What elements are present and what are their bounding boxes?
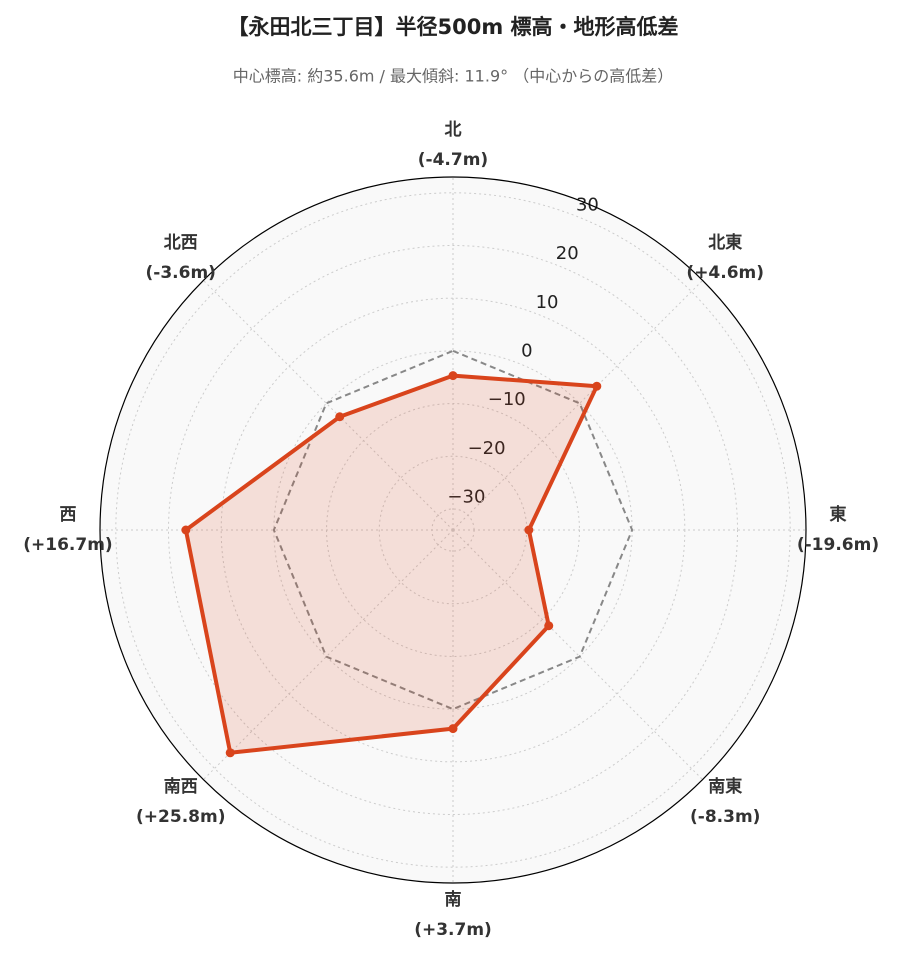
r-tick-label: −20 <box>468 438 506 459</box>
grid-ring <box>115 192 791 868</box>
value-label: (-3.6m) <box>146 263 216 283</box>
radar-point <box>225 748 235 758</box>
outer-frame <box>99 176 807 884</box>
radar-point <box>524 525 534 535</box>
value-label: (+16.7m) <box>23 535 112 555</box>
value-label: (-19.6m) <box>797 535 879 555</box>
r-tick-label: 0 <box>521 341 532 362</box>
spoke <box>203 529 454 780</box>
value-label: (+3.7m) <box>414 920 492 940</box>
r-tick-label: 20 <box>556 243 579 264</box>
grid-ring <box>167 244 739 816</box>
value-label: (+25.8m) <box>136 807 225 827</box>
chart-title: 【永田北三丁目】半径500m 標高・地形高低差 <box>227 15 678 39</box>
radar-point <box>448 371 458 381</box>
r-tick-label: −30 <box>447 487 485 508</box>
chart-subtitle: 中心標高: 約35.6m / 最大傾斜: 11.9° （中心からの高低差） <box>233 67 673 86</box>
value-label: (-4.7m) <box>418 150 488 170</box>
baseline <box>272 349 634 711</box>
spoke <box>203 280 454 531</box>
value-label: (+4.6m) <box>686 263 764 283</box>
spoke <box>452 529 703 780</box>
value-label: (-8.3m) <box>690 807 760 827</box>
category-label: 南西 <box>164 776 198 797</box>
category-label: 南 <box>445 889 462 910</box>
category-label: 西 <box>60 505 77 525</box>
category-label: 北西 <box>164 233 198 253</box>
radar-point <box>448 724 458 734</box>
category-label: 東 <box>830 504 847 525</box>
r-tick-label: −10 <box>488 389 526 410</box>
radar-point <box>335 412 345 422</box>
radar-point <box>544 621 554 631</box>
radar-point <box>181 525 191 535</box>
radar-point <box>592 381 602 391</box>
category-label: 北 <box>445 120 462 140</box>
spoke <box>452 280 703 531</box>
category-label: 北東 <box>708 232 742 253</box>
category-label: 南東 <box>708 776 742 797</box>
r-tick-label: 30 <box>576 195 599 216</box>
r-tick-label: 10 <box>536 292 559 313</box>
